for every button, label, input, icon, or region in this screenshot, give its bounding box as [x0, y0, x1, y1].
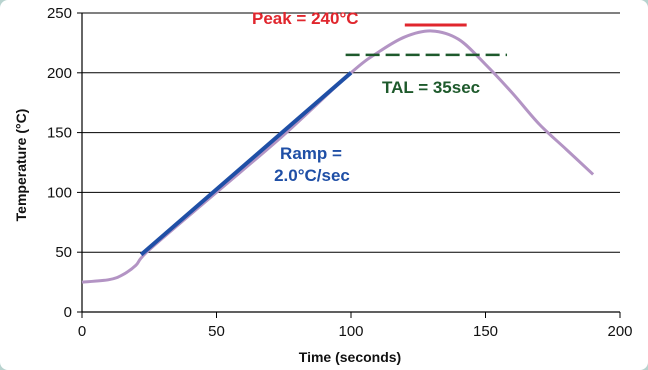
grid-layer: [82, 12, 620, 253]
x-axis-title: Time (seconds): [299, 349, 401, 365]
y-tick-label-100: 100: [47, 184, 72, 201]
series-layer: [81, 23, 595, 284]
y-tick-label-0: 0: [64, 304, 72, 321]
y-tick-label-200: 200: [47, 65, 72, 82]
ramp-annotation-line1: Ramp =: [280, 144, 342, 163]
x-tick-label-200: 200: [607, 323, 632, 340]
y-tick-label-50: 50: [55, 244, 72, 261]
ramp-line: [139, 71, 353, 257]
y-axis-title: Temperature (°C): [13, 109, 29, 222]
x-tick-label-0: 0: [78, 323, 86, 340]
temperature-profile-line: [81, 29, 595, 284]
ramp-annotation-line2: 2.0°C/sec: [274, 166, 350, 185]
tal-annotation: TAL = 35sec: [382, 78, 480, 97]
axis-layer: 0 50 100 150 200 250 0 50 100 150 200: [47, 5, 633, 340]
x-tick-label-150: 150: [473, 323, 498, 340]
y-tick-label-250: 250: [47, 5, 72, 22]
peak-annotation: Peak = 240°C: [252, 9, 359, 28]
y-tick-label-150: 150: [47, 125, 72, 142]
annotation-layer: Peak = 240°C TAL = 35sec Ramp = 2.0°C/se…: [252, 9, 480, 185]
x-tick-label-100: 100: [338, 323, 363, 340]
x-tick-label-50: 50: [208, 323, 225, 340]
